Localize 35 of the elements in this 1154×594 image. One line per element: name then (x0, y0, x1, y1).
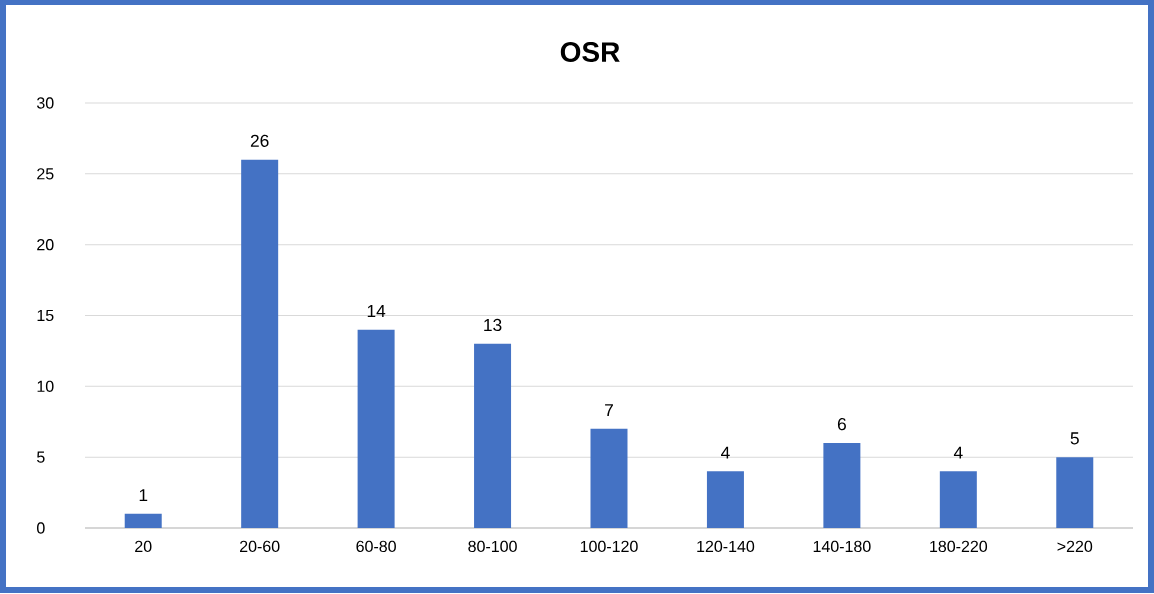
x-tick-label: 120-140 (697, 540, 755, 553)
data-label: 4 (721, 446, 730, 459)
y-tick-label: 15 (37, 309, 54, 322)
y-tick-label: 20 (37, 239, 54, 251)
data-label: 6 (837, 418, 846, 431)
y-tick-label: 10 (37, 380, 54, 392)
y-tick-label: 25 (37, 168, 54, 180)
x-tick-label: 20-60 (240, 540, 280, 553)
data-label: 7 (605, 404, 613, 417)
data-label: 13 (484, 318, 502, 332)
bar (590, 428, 628, 528)
data-label: 1 (139, 489, 148, 502)
bar (474, 343, 512, 528)
bar (357, 329, 395, 528)
x-tick-label: 80-100 (468, 540, 517, 553)
bar (124, 513, 162, 528)
y-tick-label: 30 (36, 97, 54, 109)
y-tick-label: 5 (37, 451, 45, 463)
data-label: 14 (367, 305, 386, 317)
bar (939, 471, 977, 528)
x-tick-label: 20 (135, 540, 152, 553)
chart-title: OSR (560, 42, 620, 62)
bar (823, 443, 861, 528)
x-tick-label: 100-120 (580, 540, 638, 553)
bar (1056, 457, 1094, 528)
bar (706, 471, 744, 528)
data-label: 26 (250, 134, 269, 147)
x-tick-label: 180-220 (930, 540, 988, 553)
data-label: 5 (1070, 432, 1079, 445)
bar (241, 159, 279, 528)
y-tick-label: 0 (37, 522, 45, 534)
data-label: 4 (953, 446, 963, 459)
x-tick-label: 60-80 (356, 540, 396, 553)
x-tick-label: >220 (1057, 540, 1093, 553)
x-tick-label: 140-180 (813, 540, 871, 553)
